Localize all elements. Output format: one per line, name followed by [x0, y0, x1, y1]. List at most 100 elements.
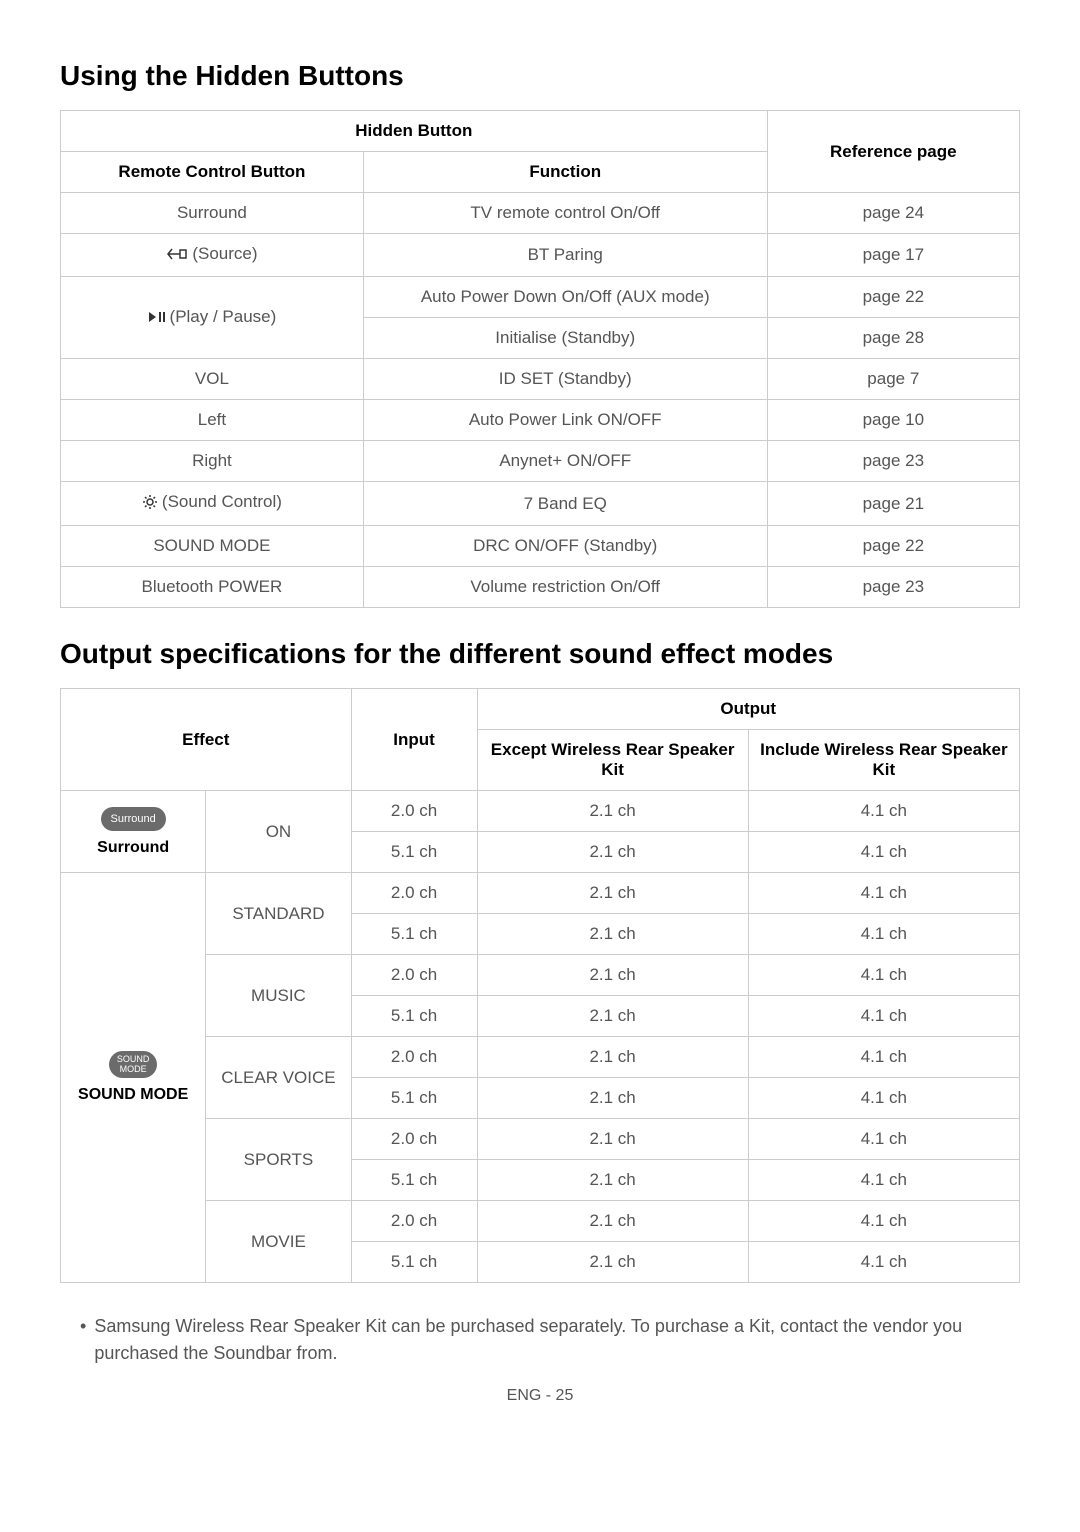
section1-heading: Using the Hidden Buttons: [60, 60, 1020, 92]
td-button: Left: [61, 400, 364, 441]
page-footer: ENG - 25: [60, 1387, 1020, 1405]
section2-heading: Output specifications for the different …: [60, 638, 1020, 670]
td-state: ON: [206, 791, 351, 873]
td-function: Initialise (Standby): [363, 318, 767, 359]
source-icon: [166, 247, 188, 261]
output-spec-table: Effect Input Output Except Wireless Rear…: [60, 688, 1020, 1283]
note-bullet: • Samsung Wireless Rear Speaker Kit can …: [80, 1313, 1020, 1367]
td-except: 2.1 ch: [477, 873, 748, 914]
td-input: 5.1 ch: [351, 1242, 477, 1283]
td-input: 5.1 ch: [351, 914, 477, 955]
td-except: 2.1 ch: [477, 955, 748, 996]
th-effect: Effect: [61, 689, 352, 791]
td-ref: page 28: [767, 318, 1019, 359]
table-row: Bluetooth POWER Volume restriction On/Of…: [61, 567, 1020, 608]
td-ref: page 17: [767, 234, 1019, 277]
td-ref: page 7: [767, 359, 1019, 400]
th-include: Include Wireless Rear Speaker Kit: [748, 730, 1019, 791]
td-include: 4.1 ch: [748, 1119, 1019, 1160]
td-except: 2.1 ch: [477, 914, 748, 955]
td-button-label: (Source): [192, 244, 257, 264]
td-function: DRC ON/OFF (Standby): [363, 526, 767, 567]
td-mode: SPORTS: [206, 1119, 351, 1201]
td-function: ID SET (Standby): [363, 359, 767, 400]
td-ref: page 10: [767, 400, 1019, 441]
table-row: (Play / Pause) Auto Power Down On/Off (A…: [61, 277, 1020, 318]
td-input: 2.0 ch: [351, 873, 477, 914]
td-except: 2.1 ch: [477, 1037, 748, 1078]
td-include: 4.1 ch: [748, 996, 1019, 1037]
td-button: (Source): [61, 234, 364, 277]
td-button-label: (Sound Control): [162, 492, 282, 512]
table-row: Left Auto Power Link ON/OFF page 10: [61, 400, 1020, 441]
bullet-icon: •: [80, 1313, 86, 1367]
td-function: BT Paring: [363, 234, 767, 277]
td-mode: MOVIE: [206, 1201, 351, 1283]
td-function: Anynet+ ON/OFF: [363, 441, 767, 482]
table-row: VOL ID SET (Standby) page 7: [61, 359, 1020, 400]
table-row: Right Anynet+ ON/OFF page 23: [61, 441, 1020, 482]
td-except: 2.1 ch: [477, 832, 748, 873]
th-output: Output: [477, 689, 1020, 730]
th-input: Input: [351, 689, 477, 791]
td-include: 4.1 ch: [748, 832, 1019, 873]
table-row: (Sound Control) 7 Band EQ page 21: [61, 482, 1020, 526]
td-except: 2.1 ch: [477, 1201, 748, 1242]
td-button: SOUND MODE: [61, 526, 364, 567]
td-effect-surround: Surround Surround: [61, 791, 206, 873]
th-reference: Reference page: [767, 111, 1019, 193]
td-mode: MUSIC: [206, 955, 351, 1037]
th-remote: Remote Control Button: [61, 152, 364, 193]
td-include: 4.1 ch: [748, 1201, 1019, 1242]
td-input: 5.1 ch: [351, 1078, 477, 1119]
td-include: 4.1 ch: [748, 791, 1019, 832]
td-input: 2.0 ch: [351, 791, 477, 832]
td-except: 2.1 ch: [477, 1242, 748, 1283]
td-function: Auto Power Link ON/OFF: [363, 400, 767, 441]
td-ref: page 23: [767, 567, 1019, 608]
td-include: 4.1 ch: [748, 1078, 1019, 1119]
soundmode-button-icon: SOUNDMODE: [109, 1051, 158, 1079]
td-mode: CLEAR VOICE: [206, 1037, 351, 1119]
td-include: 4.1 ch: [748, 1160, 1019, 1201]
td-button: Surround: [61, 193, 364, 234]
td-except: 2.1 ch: [477, 1119, 748, 1160]
th-hidden-button: Hidden Button: [61, 111, 768, 152]
table-row: Surround TV remote control On/Off page 2…: [61, 193, 1020, 234]
gear-icon: [142, 494, 158, 510]
td-include: 4.1 ch: [748, 1037, 1019, 1078]
td-except: 2.1 ch: [477, 1160, 748, 1201]
td-input: 5.1 ch: [351, 832, 477, 873]
td-ref: page 22: [767, 277, 1019, 318]
td-include: 4.1 ch: [748, 914, 1019, 955]
td-ref: page 22: [767, 526, 1019, 567]
td-include: 4.1 ch: [748, 873, 1019, 914]
td-function: 7 Band EQ: [363, 482, 767, 526]
td-function: Volume restriction On/Off: [363, 567, 767, 608]
td-button: (Sound Control): [61, 482, 364, 526]
td-except: 2.1 ch: [477, 791, 748, 832]
td-function: Auto Power Down On/Off (AUX mode): [363, 277, 767, 318]
playpause-icon: [148, 311, 166, 323]
surround-button-icon: Surround: [101, 807, 166, 831]
td-effect-soundmode: SOUNDMODE SOUND MODE: [61, 873, 206, 1283]
th-except: Except Wireless Rear Speaker Kit: [477, 730, 748, 791]
td-button-label: (Play / Pause): [170, 307, 277, 327]
td-function: TV remote control On/Off: [363, 193, 767, 234]
td-button: (Play / Pause): [61, 277, 364, 359]
td-ref: page 24: [767, 193, 1019, 234]
td-input: 2.0 ch: [351, 1201, 477, 1242]
table-row: SOUND MODE DRC ON/OFF (Standby) page 22: [61, 526, 1020, 567]
note-text: Samsung Wireless Rear Speaker Kit can be…: [94, 1313, 1020, 1367]
td-input: 2.0 ch: [351, 1119, 477, 1160]
td-input: 2.0 ch: [351, 1037, 477, 1078]
td-mode: STANDARD: [206, 873, 351, 955]
surround-label: Surround: [97, 839, 169, 856]
soundmode-label: SOUND MODE: [78, 1086, 188, 1103]
table-row: Surround Surround ON 2.0 ch 2.1 ch 4.1 c…: [61, 791, 1020, 832]
td-button: VOL: [61, 359, 364, 400]
td-button: Bluetooth POWER: [61, 567, 364, 608]
table-row: SOUNDMODE SOUND MODE STANDARD 2.0 ch 2.1…: [61, 873, 1020, 914]
td-input: 5.1 ch: [351, 1160, 477, 1201]
td-ref: page 21: [767, 482, 1019, 526]
